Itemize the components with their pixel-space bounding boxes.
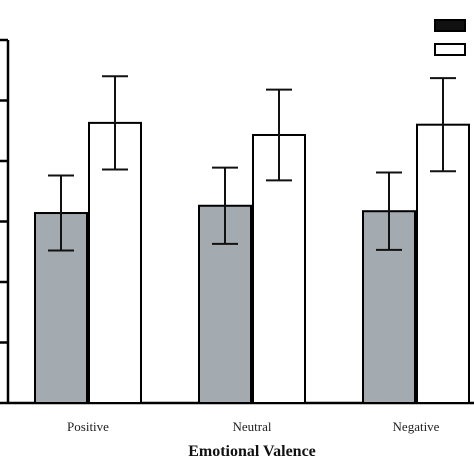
y-axis xyxy=(0,38,10,405)
x-tick-label-positive: Positive xyxy=(67,419,109,434)
error-bars xyxy=(48,75,456,252)
x-tick-labels: Positive Neutral Negative xyxy=(67,419,440,434)
bars xyxy=(34,121,470,405)
x-axis-title: Emotional Valence xyxy=(188,443,316,460)
legend-swatch-series-1 xyxy=(434,19,466,32)
legend xyxy=(434,19,466,56)
legend-swatch-series-2 xyxy=(434,43,466,56)
x-tick-label-neutral: Neutral xyxy=(233,419,272,434)
x-tick-label-negative: Negative xyxy=(393,419,440,434)
